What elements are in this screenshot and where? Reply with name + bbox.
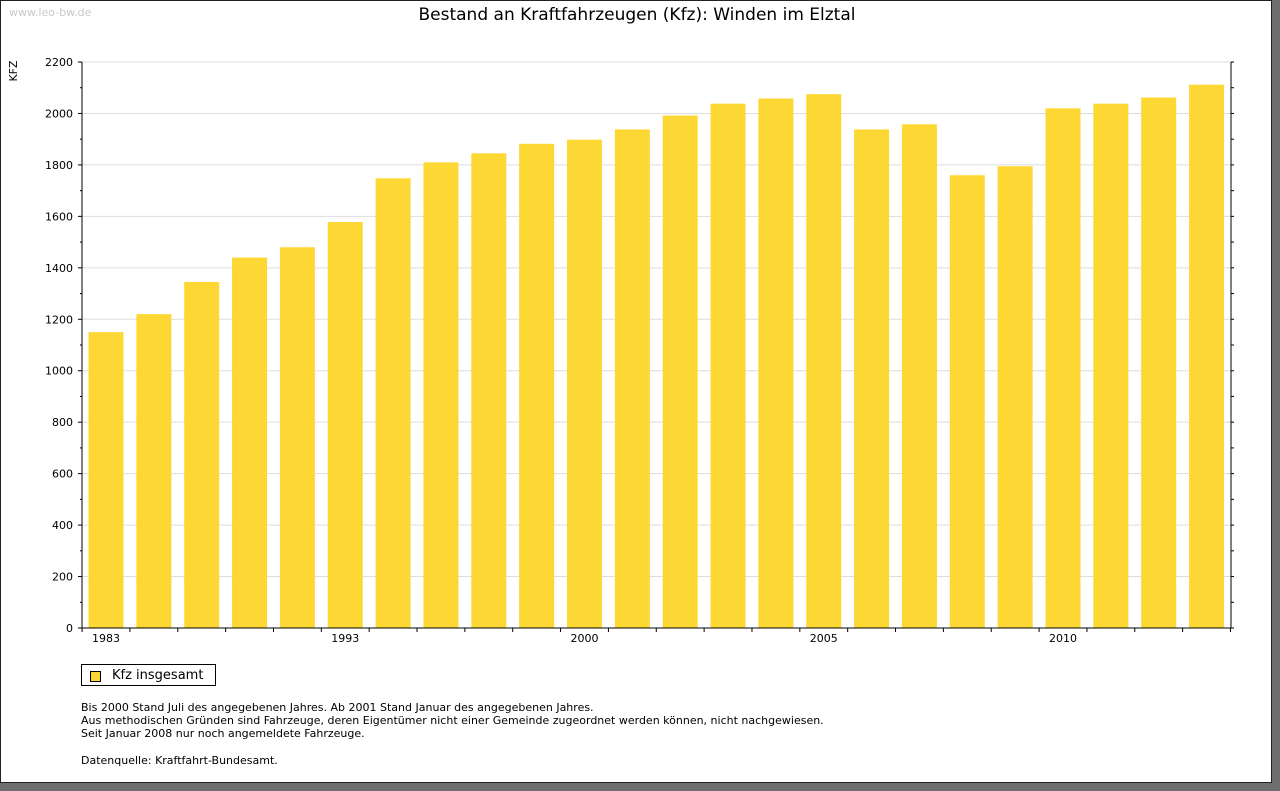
footnotes: Bis 2000 Stand Juli des angegebenen Jahr… — [81, 701, 824, 740]
data-source: Datenquelle: Kraftfahrt-Bundesamt. — [81, 754, 278, 767]
bar — [806, 94, 842, 629]
bar — [854, 129, 890, 628]
y-tick-label: 2200 — [45, 56, 73, 69]
chart-title: Bestand an Kraftfahrzeugen (Kfz): Winden… — [418, 5, 856, 25]
y-tick-label: 2000 — [45, 107, 73, 120]
y-tick-label: 0 — [66, 622, 73, 635]
x-tick-label: 1993 — [331, 632, 359, 645]
y-tick-label: 1400 — [45, 262, 73, 275]
x-tick-label: 2005 — [810, 632, 838, 645]
bar — [1093, 103, 1129, 629]
bar — [614, 129, 650, 628]
y-tick-label: 200 — [52, 571, 73, 584]
bar — [1189, 84, 1225, 628]
legend: Kfz insgesamt — [81, 664, 216, 686]
y-axis-label: KFZ — [7, 60, 20, 82]
bar — [997, 166, 1033, 629]
bar — [279, 247, 315, 628]
bar — [758, 98, 794, 629]
bar — [423, 162, 459, 628]
x-tick-label: 1983 — [92, 632, 120, 645]
footnote-2: Aus methodischen Gründen sind Fahrzeuge,… — [81, 714, 824, 727]
y-tick-label: 1800 — [45, 159, 73, 172]
bar — [567, 139, 602, 629]
y-tick-label: 800 — [52, 416, 73, 429]
bar-chart: 0 200 400 600 800 1000 1200 1400 1600 1800 2000 220… — [7, 56, 1234, 645]
bar — [1045, 108, 1081, 629]
bar — [949, 175, 985, 628]
bar — [88, 332, 124, 628]
bar — [375, 178, 411, 628]
grid-lines — [82, 61, 1231, 578]
legend-swatch — [90, 671, 101, 682]
footnote-1: Bis 2000 Stand Juli des angegebenen Jahr… — [81, 701, 594, 714]
bar — [471, 153, 507, 628]
footnote-3: Seit Januar 2008 nur noch angemeldete Fa… — [81, 727, 365, 740]
bar — [710, 103, 746, 629]
watermark: www.leo-bw.de — [9, 6, 92, 19]
x-tick-label: 2000 — [571, 632, 599, 645]
legend-label: Kfz insgesamt — [112, 668, 204, 683]
bar — [1141, 97, 1177, 628]
bar — [136, 314, 172, 628]
tick-labels: 0 200 400 600 800 1000 1200 1400 1600 1800 2000 220… — [45, 56, 1077, 645]
bars — [88, 84, 1225, 629]
axes — [78, 61, 1234, 632]
y-tick-label: 1200 — [45, 313, 73, 326]
bar — [662, 115, 698, 629]
bar — [901, 124, 937, 628]
bar — [327, 222, 363, 629]
bar — [232, 257, 268, 628]
x-tick-label: 2010 — [1049, 632, 1077, 645]
bar — [519, 143, 555, 628]
bar — [184, 281, 220, 628]
y-tick-label: 1000 — [45, 365, 73, 378]
y-tick-label: 600 — [52, 468, 73, 481]
y-tick-label: 1600 — [45, 210, 73, 223]
y-tick-label: 400 — [52, 519, 73, 532]
